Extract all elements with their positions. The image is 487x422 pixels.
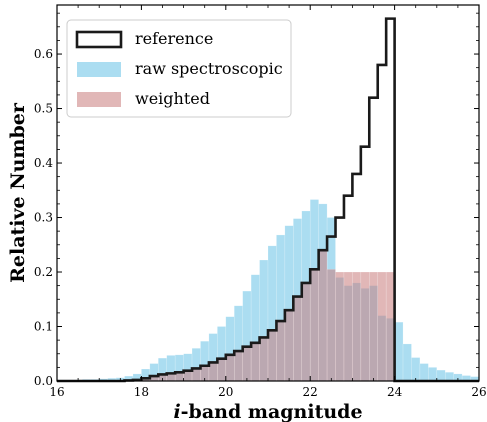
y-tick-label-1: 0.1: [34, 320, 53, 334]
legend-swatch-reference: [75, 30, 123, 49]
bar-raw-spectroscopic-42: [411, 357, 421, 382]
bar-weighted-23: [250, 342, 260, 382]
bar-raw-spectroscopic-41: [402, 343, 412, 382]
x-tick-label-22: 22: [303, 385, 318, 399]
bar-raw-spectroscopic-46: [444, 372, 454, 382]
bar-weighted-36: [360, 271, 370, 382]
x-axis-title-prefix: i: [173, 401, 180, 422]
axis-ticks: 16 18 20 22 24 26 0.0 0.1 0.2 0.3 0.4 0.5 0.6: [34, 5, 487, 399]
y-tick-label-0: 0.0: [34, 374, 53, 388]
x-axis-title-suffix: -band magnitude: [181, 401, 363, 422]
x-tick-label-24: 24: [387, 385, 403, 399]
legend-label-reference: reference: [135, 29, 213, 48]
y-axis-title: Relative Number: [7, 102, 29, 283]
bar-weighted-32: [326, 269, 336, 382]
bar-raw-spectroscopic-43: [419, 363, 429, 382]
legend-label-weighted: weighted: [135, 89, 210, 108]
y-tick-label-6: 0.6: [34, 47, 53, 61]
bar-weighted-34: [343, 271, 353, 382]
bar-weighted-30: [309, 269, 319, 382]
y-tick-label-3: 0.3: [34, 211, 53, 225]
bar-weighted-37: [369, 271, 378, 382]
reference-step-path: [57, 17, 479, 383]
legend-swatch-weighted: [77, 92, 121, 107]
x-tick-label-26: 26: [471, 385, 486, 399]
bar-raw-spectroscopic-44: [428, 367, 438, 382]
legend-swatch-raw-spectroscopic: [77, 62, 121, 77]
y-tick-label-5: 0.5: [34, 102, 53, 116]
x-tick-label-20: 20: [218, 385, 233, 399]
legend: reference raw spectroscopic weighted: [66, 19, 292, 118]
reference-step-line: [57, 17, 479, 383]
bar-weighted-38: [377, 271, 387, 382]
histogram-bars: [56, 199, 480, 382]
x-tick-label-18: 18: [134, 385, 149, 399]
legend-box: [66, 19, 292, 118]
y-tick-label-2: 0.2: [34, 265, 53, 279]
bar-raw-spectroscopic-45: [436, 369, 446, 382]
x-axis-title: i-band magnitude: [173, 401, 362, 422]
x-tick-label-16: 16: [49, 385, 64, 399]
legend-label-raw-spectroscopic: raw spectroscopic: [135, 59, 283, 78]
y-tick-label-4: 0.4: [34, 156, 53, 170]
bar-weighted-33: [335, 271, 345, 382]
bar-weighted-35: [352, 271, 362, 382]
